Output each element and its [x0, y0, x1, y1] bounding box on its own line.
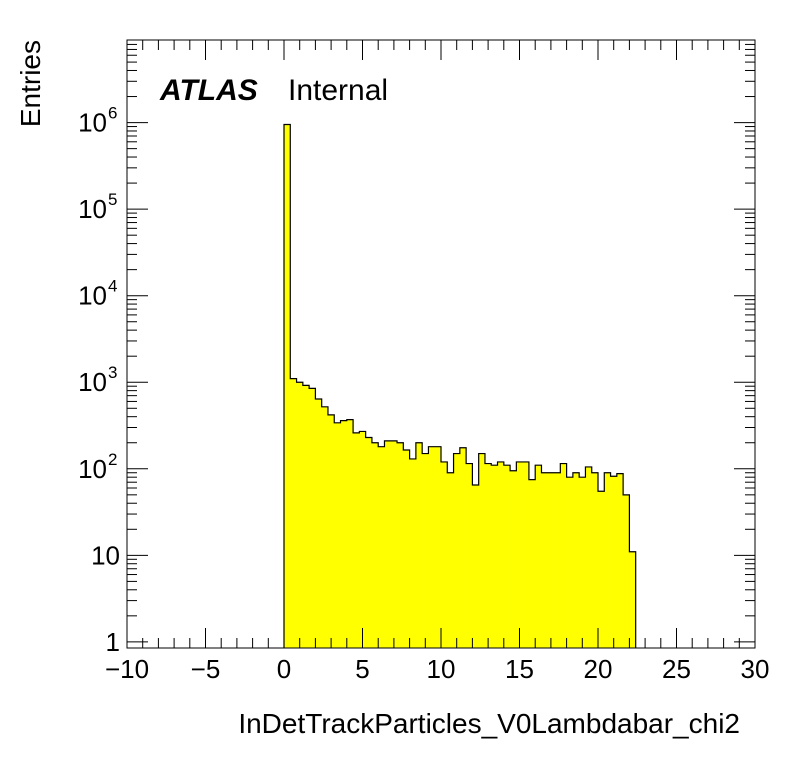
histogram-bar [434, 446, 442, 648]
histogram-bar [572, 472, 580, 648]
histogram-bar [371, 442, 379, 648]
x-tick-labels: −10 −5 0 5 10 15 20 25 30 [105, 654, 770, 684]
x-tick-label: 5 [355, 654, 369, 684]
histogram-bar [598, 491, 605, 648]
y-tick-exponent: 6 [108, 104, 117, 123]
y-tick-label: 10 [78, 281, 107, 311]
histogram-bar [560, 463, 567, 648]
y-tick-label: 10 [78, 454, 107, 484]
histogram-bar [441, 461, 448, 648]
histogram-bar [453, 453, 461, 648]
histogram-bar [290, 378, 297, 648]
atlas-label: ATLAS [159, 74, 258, 107]
histogram-bar [535, 465, 542, 648]
histogram-bar [302, 385, 310, 648]
y-tick-exponent: 3 [108, 363, 117, 382]
histogram-bar [554, 472, 561, 648]
histogram-bar [591, 472, 599, 648]
histogram-bar [390, 440, 398, 648]
x-tick-label: 25 [662, 654, 691, 684]
histogram-bars [283, 123, 637, 648]
histogram-bar [616, 473, 624, 648]
histogram-bar [384, 440, 392, 648]
histogram-bar [340, 420, 348, 648]
histogram-bar [516, 461, 523, 648]
histogram-bar [629, 551, 636, 648]
histogram-bar [378, 446, 385, 648]
y-tick-label: 10 [78, 367, 107, 397]
histogram-bar [353, 432, 360, 648]
x-tick-label: 10 [427, 654, 456, 684]
histogram-bar [541, 472, 549, 648]
histogram-bar [365, 437, 373, 648]
histogram-bar [503, 465, 511, 648]
atlas-status-label: Internal [288, 74, 388, 107]
y-tick-label: 10 [78, 194, 107, 224]
histogram-bar [409, 458, 417, 648]
histogram-bar [466, 463, 473, 648]
histogram-bar [397, 442, 404, 648]
axis-ticks [126, 39, 756, 648]
histogram-bar [296, 382, 304, 648]
histogram-outline [283, 123, 637, 648]
histogram-bar [422, 453, 429, 648]
histogram-bar [284, 124, 291, 648]
histogram-bar [415, 442, 423, 648]
histogram-bar [327, 414, 335, 648]
histogram-bar [510, 470, 517, 648]
x-tick-label: 30 [741, 654, 770, 684]
x-tick-label: 20 [584, 654, 613, 684]
histogram-bar [528, 479, 536, 648]
histogram-bar [491, 465, 498, 648]
histogram-bar [428, 446, 436, 648]
histogram-bar [334, 422, 341, 648]
histogram-bar [403, 449, 410, 648]
histogram-bar [579, 477, 586, 648]
histogram-bar [321, 406, 329, 648]
histogram-bar [346, 419, 354, 648]
histogram-bar [566, 477, 574, 648]
histogram-bar [610, 476, 618, 648]
histogram-bar [309, 388, 316, 648]
y-tick-exponent: 5 [108, 190, 117, 209]
histogram-bar [547, 472, 555, 648]
x-tick-label: 0 [277, 654, 291, 684]
histogram-bar [447, 472, 454, 648]
histogram-bar [497, 461, 505, 648]
x-tick-label: −10 [105, 654, 149, 684]
y-tick-label: 10 [78, 108, 107, 138]
y-tick-label: 10 [91, 540, 120, 570]
y-tick-exponent: 4 [108, 277, 117, 296]
y-tick-exponent: 2 [108, 450, 117, 469]
histogram-bar [459, 447, 467, 648]
histogram-bar [623, 494, 630, 648]
x-tick-label: 15 [505, 654, 534, 684]
histogram-bar [522, 461, 530, 648]
x-axis-label: InDetTrackParticles_V0Lambdabar_chi2 [238, 708, 740, 739]
histogram-bar [585, 466, 593, 648]
histogram-bar [478, 453, 486, 648]
y-tick-label: 1 [106, 627, 120, 657]
histogram-bar [359, 431, 366, 648]
x-tick-label: −5 [191, 654, 221, 684]
histogram-bar [604, 472, 611, 648]
y-axis-label: Entries [15, 40, 46, 127]
histogram-bar [472, 484, 479, 648]
histogram-bar [315, 399, 322, 648]
histogram-bar [484, 463, 492, 648]
